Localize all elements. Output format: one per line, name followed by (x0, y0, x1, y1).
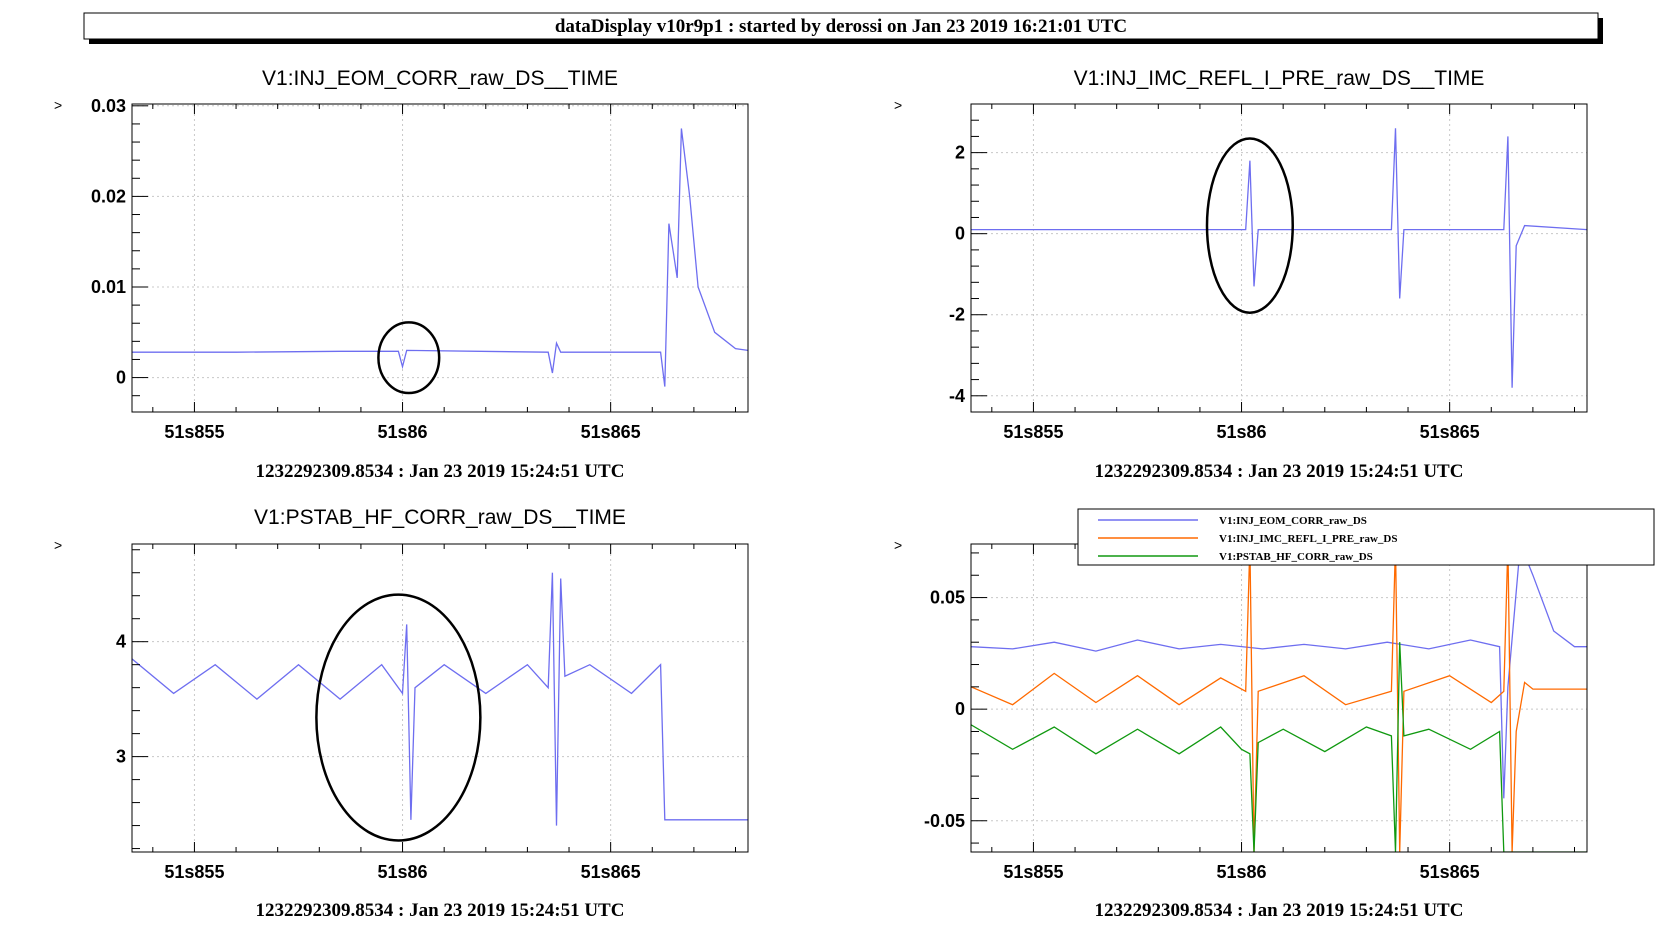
y-tick-label: 0 (955, 699, 965, 719)
y-tick-label: -4 (949, 386, 965, 406)
series-group (971, 544, 1587, 852)
x-tick-label: 51s855 (1003, 862, 1063, 882)
chart-footer-timestamp: 1232292309.8534 : Jan 23 2019 15:24:51 U… (1095, 900, 1464, 921)
corner-marker: > (54, 97, 62, 113)
y-tick-label: 0.05 (930, 588, 965, 608)
series-group (971, 128, 1587, 388)
series-line-1 (132, 572, 748, 826)
chart-title: V1:INJ_IMC_REFL_I_PRE_raw_DS__TIME (1074, 67, 1485, 90)
y-tick-label: 4 (116, 632, 126, 652)
highlight-ellipse (315, 593, 482, 842)
series-line-1 (132, 128, 748, 387)
header-title: dataDisplay v10r9p1 : started by derossi… (555, 16, 1127, 37)
y-tick-label: -0.05 (924, 811, 965, 831)
y-tick-label: 3 (116, 747, 126, 767)
y-tick-label: 2 (955, 143, 965, 163)
corner-marker: > (894, 537, 902, 553)
legend-label-3: V1:PSTAB_HF_CORR_raw_DS (1219, 551, 1373, 563)
plot-frame (970, 543, 1588, 853)
header-banner: dataDisplay v10r9p1 : started by derossi… (83, 12, 1603, 44)
chart-footer-timestamp: 1232292309.8534 : Jan 23 2019 15:24:51 U… (1095, 461, 1464, 482)
chart-panel-3: V1:PSTAB_HF_CORR_raw_DS__TIME >1232292309… (54, 506, 749, 921)
corner-marker: > (54, 537, 62, 553)
y-tick-label: 0.03 (91, 96, 126, 116)
x-tick-label: 51s86 (378, 862, 428, 882)
plot-frame (970, 103, 1588, 413)
header-box (83, 12, 1599, 40)
chart-title: V1:INJ_EOM_CORR_raw_DS__TIME (262, 67, 618, 90)
y-tick-label: 0 (955, 224, 965, 244)
chart-footer-timestamp: 1232292309.8534 : Jan 23 2019 15:24:51 U… (256, 900, 625, 921)
legend-label-1: V1:INJ_EOM_CORR_raw_DS (1219, 515, 1367, 527)
x-tick-label: 51s86 (378, 422, 428, 442)
x-tick-label: 51s86 (1217, 422, 1267, 442)
highlight-ellipse (1205, 137, 1294, 314)
x-tick-label: 51s865 (581, 422, 641, 442)
series-line-3 (971, 642, 1587, 852)
chart-legend: V1:INJ_EOM_CORR_raw_DS V1:INJ_IMC_REFL_I_… (1077, 508, 1655, 566)
x-tick-label: 51s855 (1003, 422, 1063, 442)
chart-footer-timestamp: 1232292309.8534 : Jan 23 2019 15:24:51 U… (256, 461, 625, 482)
x-tick-label: 51s855 (164, 422, 224, 442)
series-group (132, 572, 748, 826)
y-tick-label: 0.01 (91, 277, 126, 297)
x-tick-label: 51s86 (1217, 862, 1267, 882)
chart-panels: V1:INJ_EOM_CORR_raw_DS__TIME >1232292309.… (54, 67, 1655, 921)
corner-marker: > (894, 97, 902, 113)
x-tick-label: 51s865 (581, 862, 641, 882)
highlight-ellipse (377, 321, 441, 395)
y-tick-label: 0 (116, 368, 126, 388)
chart-panel-2: V1:INJ_IMC_REFL_I_PRE_raw_DS__TIME >12322… (894, 67, 1588, 482)
x-tick-label: 51s865 (1420, 422, 1480, 442)
plot-frame (131, 543, 749, 853)
y-tick-label: 0.02 (91, 186, 126, 206)
series-line-1 (971, 544, 1587, 799)
series-group (132, 128, 748, 387)
y-tick-label: -2 (949, 305, 965, 325)
x-tick-label: 51s855 (164, 862, 224, 882)
chart-title: V1:PSTAB_HF_CORR_raw_DS__TIME (254, 506, 626, 529)
chart-panel-1: V1:INJ_EOM_CORR_raw_DS__TIME >1232292309.… (54, 67, 749, 482)
legend-label-2: V1:INJ_IMC_REFL_I_PRE_raw_DS (1219, 533, 1397, 545)
x-tick-label: 51s865 (1420, 862, 1480, 882)
series-line-1 (971, 128, 1587, 388)
series-line-2 (971, 544, 1587, 852)
chart-panel-4: >1232292309.8534 : Jan 23 2019 15:24:51 … (894, 508, 1655, 921)
plot-frame (131, 103, 749, 413)
